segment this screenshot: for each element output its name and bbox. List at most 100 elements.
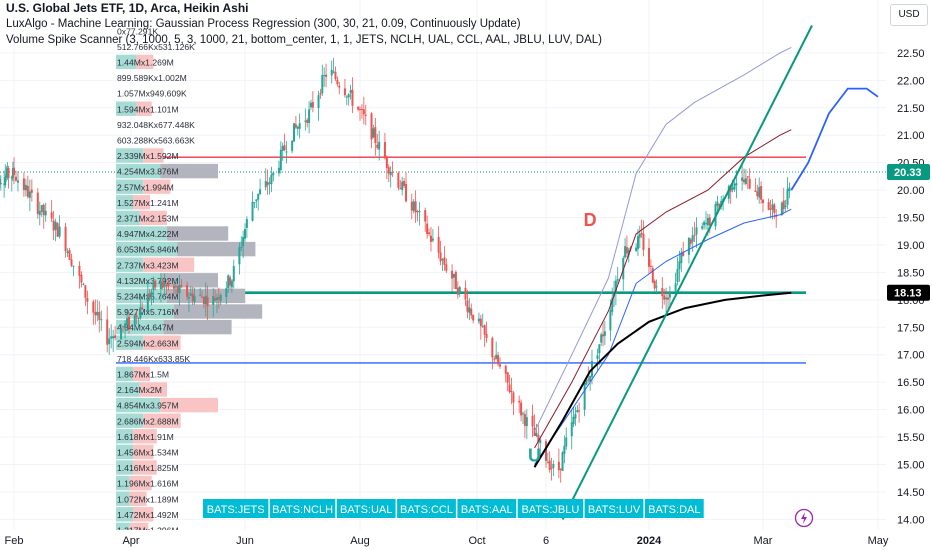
volume-bar-down (177, 241, 256, 257)
candle-body (497, 355, 500, 365)
candle-body (743, 179, 745, 183)
candle-body (124, 323, 127, 329)
indicator-label-volume-scanner[interactable]: Volume Spike Scanner (3, 1000, 5, 3, 100… (6, 34, 602, 46)
volume-profile-label: 1.618Mx1.91M (117, 432, 174, 442)
symbol-button-aal[interactable] (457, 499, 517, 518)
symbol-button-ual[interactable] (336, 499, 396, 518)
candle-body (257, 193, 260, 200)
volume-bar-up (116, 429, 133, 444)
candle-body (86, 298, 89, 302)
candle-body (583, 383, 586, 410)
candle-body (215, 297, 218, 301)
volume-profile-label: 1.472Mx1.492M (117, 510, 179, 520)
candle-body (741, 177, 744, 181)
candle-body (141, 307, 144, 310)
candle-body (201, 296, 204, 298)
candle-body (649, 265, 652, 267)
chart-header: U.S. Global Jets ETF, 1D, Arca, Heikin A… (6, 0, 602, 48)
candle-body (159, 281, 162, 290)
price-tick-label: 16.00 (897, 405, 925, 417)
candle-body (466, 300, 469, 312)
volume-bar-up (116, 444, 133, 460)
candle-body (54, 221, 57, 230)
candle-body (332, 71, 335, 73)
candle-body (319, 93, 322, 95)
candle-body (84, 285, 87, 298)
candle-body (378, 141, 381, 150)
volume-bar-down (163, 319, 232, 335)
candle-body (80, 274, 83, 283)
candle-body (691, 235, 694, 242)
candle-body (397, 173, 400, 188)
candle-body (429, 235, 432, 242)
symbol-button-row: BATS:JETS BATS:NCLH BATS:UAL BATS:CCL BATS:A… (203, 499, 704, 518)
symbol-button-jblu[interactable] (517, 499, 584, 518)
candle-body (600, 334, 603, 343)
candle-body (242, 237, 245, 247)
volume-profile-label: 1.867Mx1.5M (117, 370, 169, 380)
volume-profile-label: 603.288Kx563.663K (117, 136, 195, 146)
volume-bar-up (116, 163, 161, 179)
volume-bar-up (116, 382, 140, 397)
volume-profile-label: 4.84Mx4.647M (117, 323, 174, 333)
symbol-button-jets[interactable] (203, 499, 269, 518)
candle-body (441, 259, 444, 261)
volume-profile-label: 1.594Mx1.101M (117, 104, 179, 114)
time-tick-label: Apr (122, 535, 139, 547)
currency-button[interactable]: USD (890, 4, 928, 26)
candle-body (773, 204, 776, 213)
volume-bar-down (136, 101, 152, 116)
candle-body (279, 149, 282, 171)
candle-body (22, 178, 25, 191)
candle-body (572, 416, 575, 425)
candle-body (525, 417, 528, 427)
symbol-button-ccl[interactable] (397, 499, 456, 518)
candle-body (695, 227, 698, 235)
candle-body (748, 178, 751, 189)
candle-body (163, 284, 166, 286)
candle-body (399, 188, 402, 190)
volume-bar-up (116, 460, 133, 475)
volume-profile-label: 1.196Mx1.616M (117, 479, 179, 489)
candle-body (598, 344, 601, 354)
candle-body (174, 286, 177, 288)
candle-body (520, 402, 523, 416)
candle-body (383, 142, 386, 159)
volume-bar-down (136, 54, 154, 70)
indicator-label-gpr[interactable]: LuxAlgo - Machine Learning: Gaussian Pro… (6, 18, 521, 30)
upper-band-line (534, 46, 792, 432)
candle-body (349, 90, 352, 93)
lightning-icon[interactable] (794, 508, 814, 528)
candle-body (114, 335, 117, 339)
candle-body (687, 237, 690, 255)
candle-body (70, 259, 73, 266)
volume-bar-down (133, 444, 154, 460)
volume-profile-label: 718.446Kx633.85K (117, 354, 190, 364)
volume-profile-label: 4.254Mx3.876M (117, 167, 179, 177)
candle-body (676, 268, 679, 282)
long-moving-average-line (533, 291, 792, 468)
candle-body (82, 283, 85, 285)
candle-body (139, 307, 142, 319)
symbol-button-luv[interactable] (584, 499, 644, 518)
candle-body (362, 109, 365, 115)
candlestick-series (0, 57, 791, 483)
candle-body (14, 176, 17, 181)
indicator-overlays (533, 25, 879, 520)
symbol-button-dal[interactable] (644, 499, 704, 518)
candle-body (306, 119, 309, 123)
candle-body (36, 192, 39, 214)
volume-bar-down (143, 148, 164, 163)
symbol-button-nclh[interactable] (269, 499, 336, 518)
candle-body (477, 318, 480, 322)
candle-body (703, 221, 706, 226)
candle-body (559, 468, 562, 470)
annotation-d: D (584, 210, 597, 230)
candle-body (454, 271, 457, 290)
candle-body (264, 181, 267, 188)
candle-body (253, 202, 256, 204)
candle-body (321, 75, 324, 94)
candle-body (403, 180, 406, 186)
candle-body (616, 279, 619, 281)
